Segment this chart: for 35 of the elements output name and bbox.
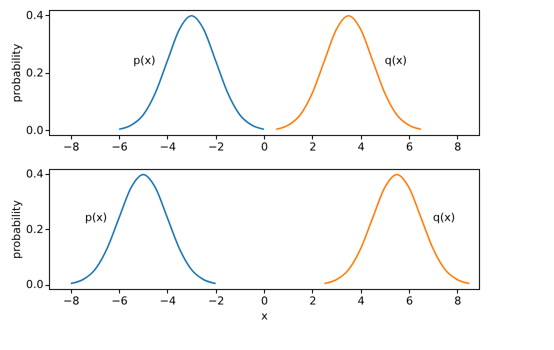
x-tick-label: 8 [454,140,462,154]
series-label: p(x) [133,54,156,67]
x-tick-label: −6 [111,140,128,154]
y-tick-label: 0.4 [26,168,44,181]
x-tick-label: 6 [406,294,413,308]
line-series [118,14,265,130]
line-series [70,174,216,284]
y-axis-title: probability [10,200,24,259]
x-tick-label: 6 [406,140,413,154]
y-axis-title: probability [10,43,24,102]
x-tick-label: −4 [160,294,176,308]
y-tick-label: 0.4 [26,8,44,22]
x-tick-label: −2 [208,140,224,154]
x-tick-label: 0 [261,294,268,308]
x-tick-label: 0 [261,140,268,154]
x-tick-label: 8 [454,294,462,308]
y-tick-label: 0.2 [26,66,44,80]
x-tick-label: 4 [358,140,365,154]
x-tick-label: 4 [358,294,365,308]
series-label: p(x) [84,210,108,224]
x-tick-label: −2 [208,294,224,308]
x-tick-label: −4 [160,140,176,154]
y-tick-label: 0.0 [26,124,44,137]
x-axis-title: x [261,310,268,322]
x-tick-label: −8 [63,140,80,154]
series-label: q(x) [433,210,456,224]
y-tick-label: 0.0 [26,278,44,292]
x-tick-label: 2 [309,294,316,308]
series-label: q(x) [384,54,407,67]
x-tick-label: 2 [309,140,316,154]
x-tick-label: −6 [111,294,128,308]
y-tick-label: 0.2 [26,222,44,236]
line-series [324,174,470,284]
line-series [275,14,422,130]
x-tick-label: −8 [63,294,80,308]
